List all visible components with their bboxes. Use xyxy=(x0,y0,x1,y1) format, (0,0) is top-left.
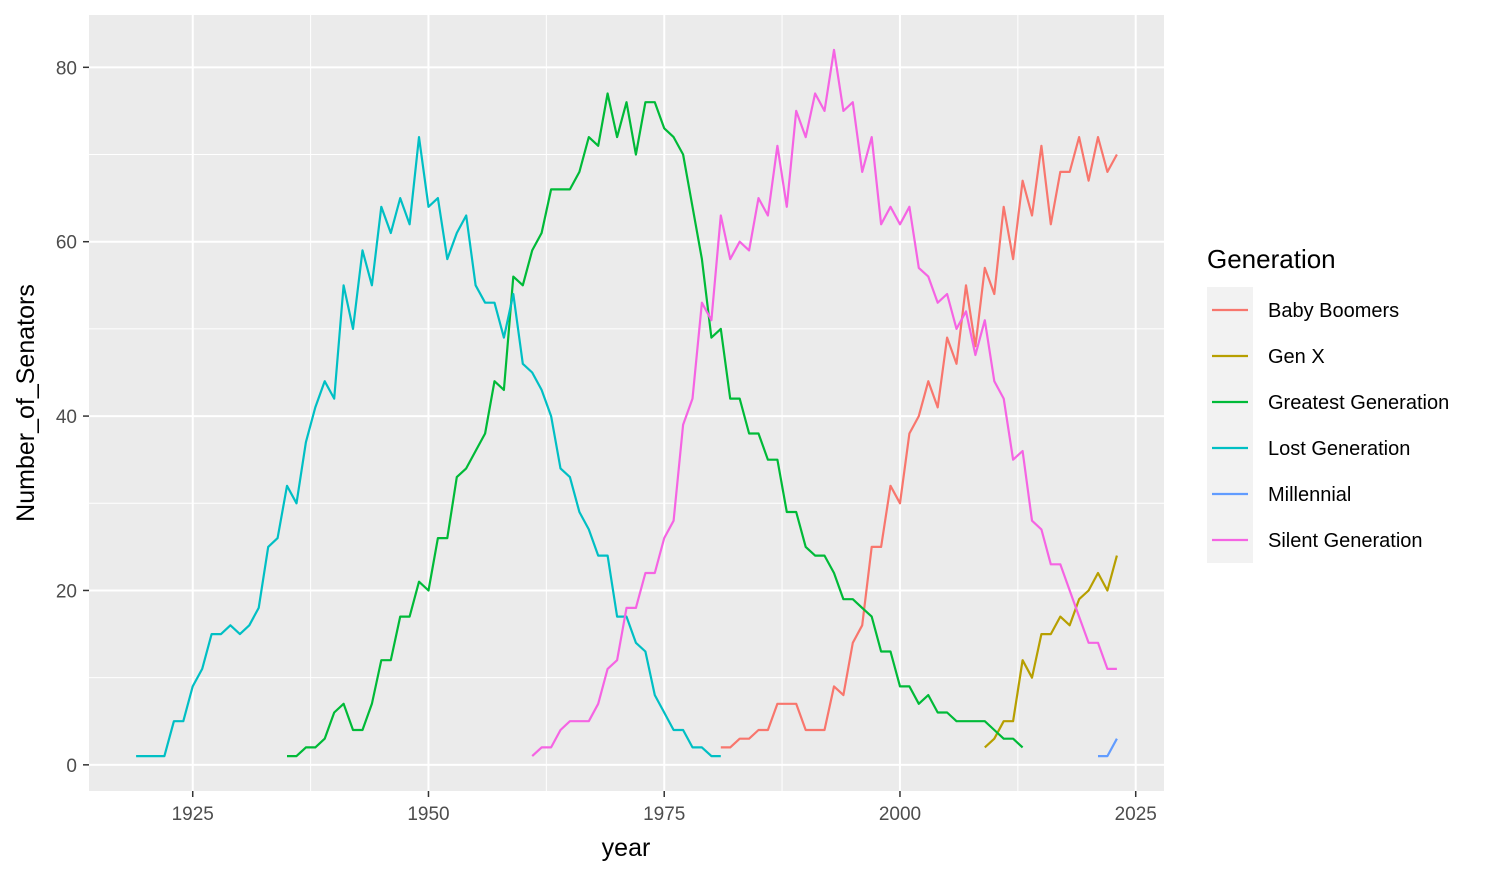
series-line-millennial xyxy=(1098,738,1118,758)
y-axis-title: Number_of_Senators xyxy=(12,284,40,522)
legend-label: Greatest Generation xyxy=(1268,392,1449,414)
series-lines xyxy=(136,48,1118,758)
y-tick-label: 80 xyxy=(56,58,77,79)
x-tick-label: 2000 xyxy=(879,804,921,825)
series-line-greatest-generation xyxy=(287,92,1024,758)
x-tick-label: 1950 xyxy=(407,804,449,825)
legend-label: Gen X xyxy=(1268,346,1325,368)
legend-key-background xyxy=(1207,287,1253,563)
x-axis-ticks: 1925 1950 1975 2000 2025 xyxy=(172,791,1157,825)
major-gridlines xyxy=(89,15,1164,791)
plot-panel xyxy=(89,15,1164,791)
legend-label: Silent Generation xyxy=(1268,530,1423,552)
x-tick-label: 2025 xyxy=(1115,804,1157,825)
series-line-silent-generation xyxy=(531,48,1117,757)
y-tick-label: 60 xyxy=(56,233,77,254)
y-tick-label: 40 xyxy=(56,407,77,428)
series-line-lost-generation xyxy=(136,136,721,758)
series-line-gen-x xyxy=(984,555,1118,749)
legend-title: Generation xyxy=(1207,244,1336,274)
legend-items: Baby Boomers Gen X Greatest Generation Lost… xyxy=(1207,287,1449,563)
y-tick-label: 0 xyxy=(66,756,77,777)
legend-label: Millennial xyxy=(1268,484,1351,506)
x-tick-label: 1925 xyxy=(172,804,214,825)
y-tick-label: 20 xyxy=(56,581,77,602)
x-tick-label: 1975 xyxy=(643,804,685,825)
x-axis-title: year xyxy=(602,834,651,862)
series-line-baby-boomers xyxy=(720,136,1118,749)
legend: Generation Baby Boomers Gen X Greatest Gen… xyxy=(1207,244,1449,563)
y-axis-ticks: 0 20 40 60 80 xyxy=(56,58,89,777)
legend-label: Baby Boomers xyxy=(1268,300,1399,322)
legend-label: Lost Generation xyxy=(1268,438,1410,460)
